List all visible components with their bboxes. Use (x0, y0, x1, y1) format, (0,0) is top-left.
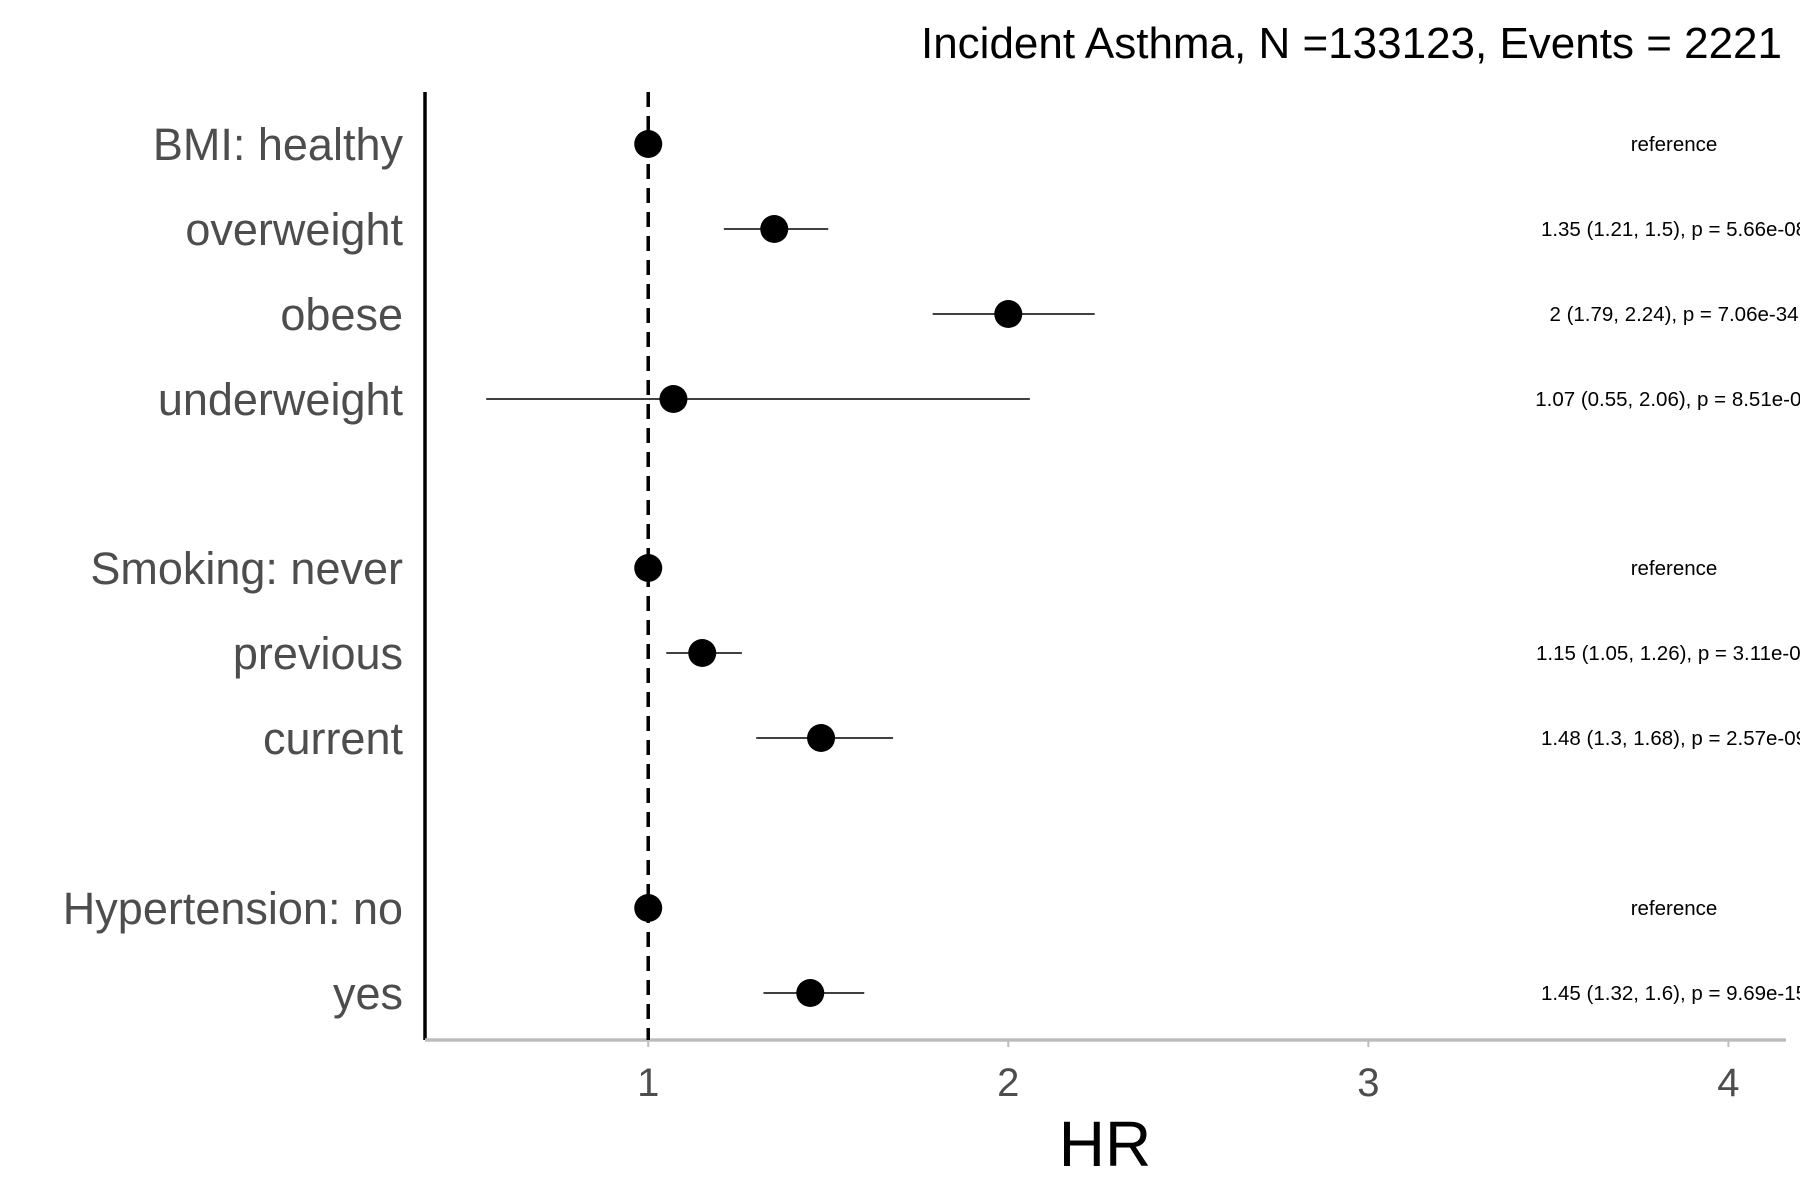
row-label: overweight (185, 204, 403, 255)
forest-row: Hypertension: no reference (63, 883, 1718, 934)
hr-annotation: reference (1631, 557, 1718, 580)
x-tick-label: 3 (1357, 1061, 1379, 1105)
x-axis-title: HR (1059, 1108, 1151, 1180)
row-label: previous (233, 628, 403, 679)
forest-row: overweight 1.35 (1.21, 1.5), p = 5.66e-08 (185, 204, 1800, 255)
forest-row: BMI: healthy reference (153, 119, 1717, 170)
hr-annotation: 1.35 (1.21, 1.5), p = 5.66e-08 (1541, 218, 1800, 241)
hr-annotation: 2 (1.79, 2.24), p = 7.06e-34 (1549, 303, 1798, 326)
row-label: yes (333, 968, 403, 1019)
forest-row: yes 1.45 (1.32, 1.6), p = 9.69e-15 (333, 968, 1800, 1019)
row-label: underweight (158, 374, 404, 425)
row-label: BMI: healthy (153, 119, 404, 170)
row-label: current (263, 713, 404, 764)
forest-row: current 1.48 (1.3, 1.68), p = 2.57e-09 (263, 713, 1800, 764)
hr-point (634, 130, 663, 158)
row-label: obese (280, 289, 403, 340)
x-tick-label: 4 (1717, 1061, 1739, 1105)
hr-point (994, 300, 1023, 328)
hr-annotation: 1.48 (1.3, 1.68), p = 2.57e-09 (1541, 727, 1800, 750)
forest-row: obese 2 (1.79, 2.24), p = 7.06e-34 (280, 289, 1798, 340)
rows: BMI: healthy reference overweight 1.35 (1.2… (63, 119, 1800, 1019)
hr-point (634, 894, 663, 922)
hr-annotation: reference (1631, 133, 1718, 156)
hr-point (634, 554, 663, 582)
hr-point (659, 385, 688, 413)
hr-point (796, 979, 825, 1007)
x-tick-label: 1 (637, 1061, 659, 1105)
hr-annotation: 1.15 (1.05, 1.26), p = 3.11e-03 (1536, 642, 1800, 665)
hr-point (688, 639, 717, 667)
hr-annotation: 1.45 (1.32, 1.6), p = 9.69e-15 (1541, 982, 1800, 1005)
hr-point (760, 215, 789, 243)
hr-point (807, 724, 836, 752)
chart-title: Incident Asthma, N =133123, Events = 222… (921, 19, 1782, 68)
hr-annotation: reference (1631, 897, 1718, 920)
forest-row: Smoking: never reference (90, 543, 1717, 594)
row-label: Smoking: never (90, 543, 403, 594)
forest-row: previous 1.15 (1.05, 1.26), p = 3.11e-03 (233, 628, 1800, 679)
forest-row: underweight 1.07 (0.55, 2.06), p = 8.51e-… (158, 374, 1800, 425)
row-label: Hypertension: no (63, 883, 403, 934)
x-tick-label: 2 (997, 1061, 1019, 1105)
x-ticks: 1 2 3 4 (637, 1040, 1740, 1105)
hr-annotation: 1.07 (0.55, 2.06), p = 8.51e-01 (1535, 388, 1800, 411)
